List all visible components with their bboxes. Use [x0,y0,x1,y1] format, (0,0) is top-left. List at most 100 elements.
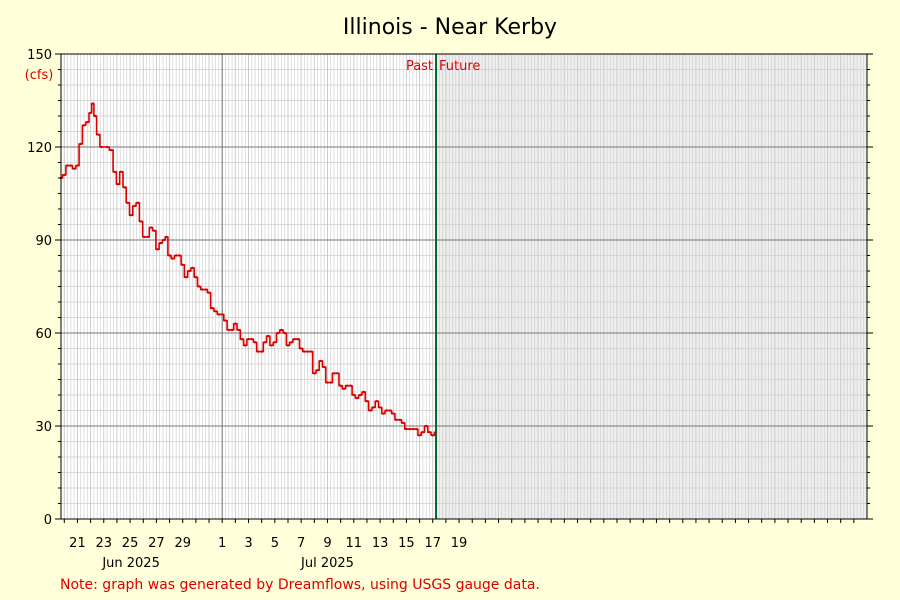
data-point [123,186,126,189]
x-tick-label: 23 [95,536,112,551]
data-point [415,427,418,431]
x-tick-label: 19 [451,536,468,551]
x-tick-label: 5 [271,536,279,551]
data-point [153,229,156,232]
data-point [66,164,69,167]
data-point [89,111,92,115]
data-point [375,400,379,403]
y-tick-label: 60 [35,327,52,342]
data-point [286,344,290,347]
data-point [97,133,100,136]
data-point [159,241,162,245]
data-point [181,263,184,266]
data-point [120,170,123,173]
data-point [168,254,171,257]
x-tick-label: 9 [323,536,331,551]
data-point [263,341,267,344]
data-point [365,400,369,403]
data-point [100,145,103,149]
data-point [346,384,349,387]
data-point [401,421,405,425]
data-point [201,288,204,291]
data-point [250,338,254,341]
data-point [332,372,336,375]
data-point [184,276,188,279]
data-point [194,276,198,279]
data-point [191,266,194,270]
data-point [156,248,159,251]
data-point [234,322,237,325]
data-point [146,235,149,239]
y-tick-label: 120 [27,141,52,156]
data-point [136,201,139,204]
data-point [230,328,234,332]
data-point [126,201,130,204]
x-month-label: Jul 2025 [300,556,354,571]
data-point [91,102,95,105]
data-point [171,257,175,260]
data-point [339,384,342,387]
footer-note: Note: graph was generated by Dreamflows,… [60,577,540,593]
data-point [398,418,402,421]
x-tick-label: 25 [122,536,139,551]
data-point [270,344,273,347]
data-point [408,427,411,431]
data-point [326,381,329,384]
data-point [299,347,303,350]
data-point [392,412,395,415]
data-point [139,220,143,223]
data-point [72,167,76,170]
data-point [217,313,221,316]
data-point [113,170,116,173]
x-tick-label: 3 [244,536,252,551]
data-point [293,338,296,341]
y-tick-label: 30 [35,420,52,435]
data-point [188,269,191,273]
data-point [342,387,346,390]
x-tick-label: 27 [148,536,165,551]
data-point [69,164,73,167]
data-point [93,114,97,118]
x-month-label: Jun 2025 [101,556,160,571]
y-axis-unit: (cfs) [25,68,54,83]
x-tick-label: 1 [218,536,226,551]
x-tick-label: 21 [69,536,86,551]
data-point [319,359,323,363]
x-tick-label: 13 [372,536,389,551]
data-point [372,406,375,409]
data-point [105,145,109,149]
data-point [79,142,82,146]
data-point [421,431,425,434]
data-point [63,173,66,177]
data-point [322,365,326,369]
data-point [316,369,319,372]
data-point [204,288,207,291]
data-point [82,124,86,127]
x-tick-label: 15 [398,536,415,551]
data-point [355,396,359,400]
y-tick-label: 90 [35,234,52,249]
data-point [116,183,120,186]
data-point [207,291,211,294]
data-point [349,384,352,387]
data-point [211,307,214,310]
data-point [428,431,431,434]
data-point [431,434,434,437]
data-point [303,350,306,353]
data-point [143,235,146,239]
data-point [260,350,263,353]
data-point [237,328,240,332]
data-point [411,427,415,431]
data-point [149,226,153,229]
data-point [197,285,201,288]
data-point [418,434,421,437]
data-point [382,412,385,415]
data-point [273,341,277,344]
data-point [178,254,181,257]
data-point [244,344,247,347]
data-point [133,204,136,208]
data-point [129,214,133,217]
data-point [247,338,250,341]
